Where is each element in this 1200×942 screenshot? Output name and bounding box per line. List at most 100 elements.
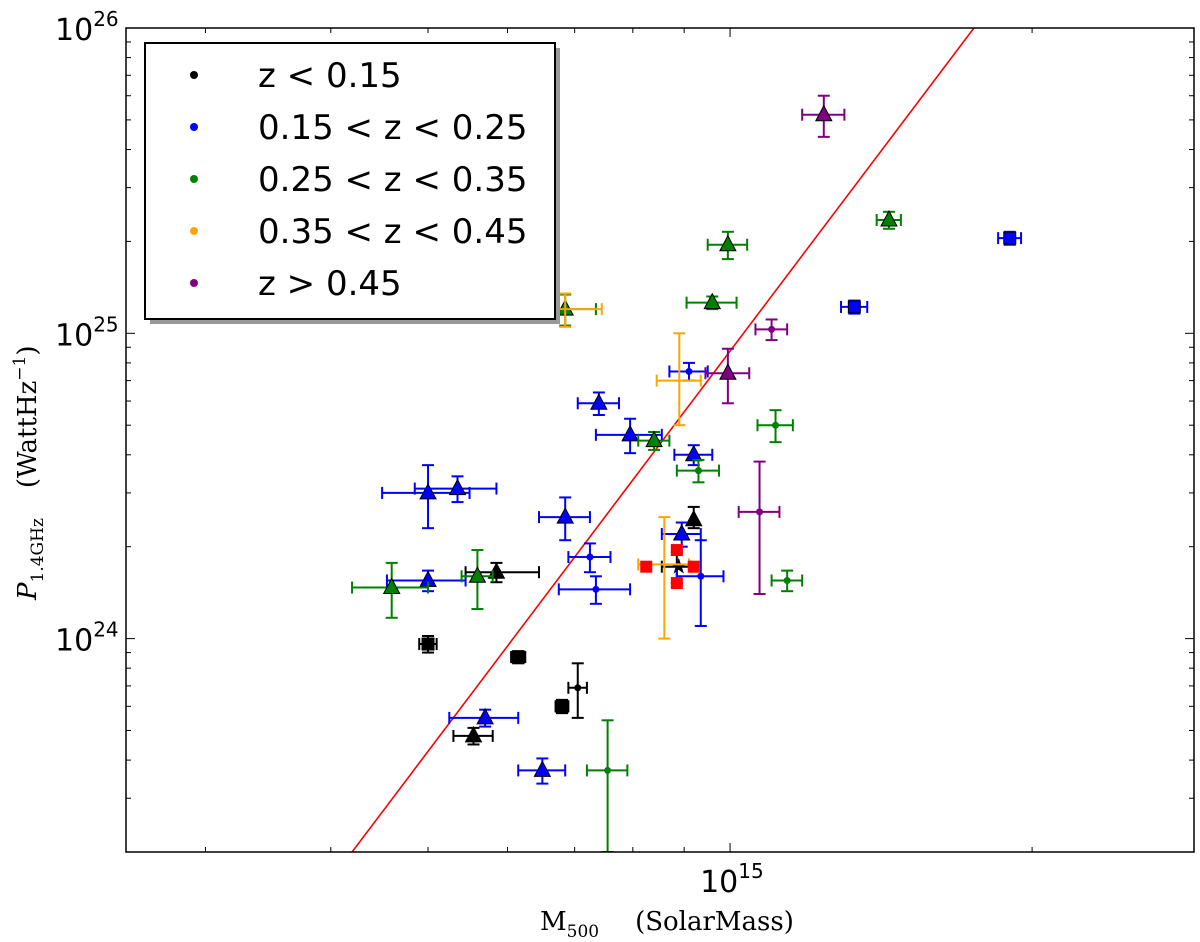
data-point xyxy=(448,707,520,728)
triangle-marker xyxy=(719,234,737,252)
dot-marker xyxy=(604,766,612,774)
data-point xyxy=(875,209,902,230)
axis-ticks xyxy=(126,28,1194,853)
triangle-marker xyxy=(645,430,663,448)
square-marker xyxy=(1003,231,1017,245)
data-point xyxy=(706,230,749,261)
data-point xyxy=(585,719,629,852)
dot-marker xyxy=(694,467,702,475)
triangle-marker xyxy=(556,507,575,524)
triangle-marker xyxy=(684,509,703,527)
highlight-square-marker xyxy=(670,577,683,590)
data-point xyxy=(737,460,781,595)
data-point xyxy=(997,230,1023,246)
data-point xyxy=(381,464,471,530)
triangle-marker xyxy=(590,393,608,410)
data-point xyxy=(510,650,527,665)
legend-marker xyxy=(190,175,198,183)
legend-marker xyxy=(190,123,198,131)
plot-frame xyxy=(125,27,1195,853)
data-point xyxy=(452,725,494,746)
data-point xyxy=(385,569,467,593)
data-point xyxy=(704,347,751,405)
data-point xyxy=(567,542,612,574)
data-point xyxy=(351,561,430,619)
dot-marker xyxy=(756,508,764,516)
data-point xyxy=(594,417,663,455)
triangle-marker xyxy=(814,104,833,122)
triangle-marker xyxy=(464,725,483,743)
legend-marker xyxy=(190,71,198,79)
data-point xyxy=(418,634,438,654)
dot-marker xyxy=(586,553,594,561)
data-point xyxy=(675,539,725,627)
square-marker xyxy=(511,650,525,664)
legend-marker xyxy=(190,227,198,235)
legend-label: 0.25 < z < 0.35 xyxy=(258,160,527,200)
data-point xyxy=(801,94,846,138)
square-marker xyxy=(421,637,435,651)
y-tick-label: 1024 xyxy=(55,618,119,659)
highlight-square-marker xyxy=(687,560,700,573)
legend-label: 0.15 < z < 0.25 xyxy=(258,108,527,148)
legend-box xyxy=(144,42,556,320)
dot-marker xyxy=(685,367,693,375)
x-axis-label: M500 (SolarMass) xyxy=(540,907,794,942)
legend-label: 0.35 < z < 0.45 xyxy=(258,212,527,252)
y-tick-label: 1025 xyxy=(55,312,119,353)
data-point xyxy=(670,544,683,557)
data-point xyxy=(840,299,869,315)
triangle-marker xyxy=(468,566,487,583)
data-point xyxy=(576,391,620,417)
dot-marker xyxy=(592,585,600,593)
data-point xyxy=(640,560,653,573)
triangle-marker xyxy=(476,707,494,725)
data-point xyxy=(673,444,714,467)
data-point xyxy=(687,560,700,573)
data-point xyxy=(554,698,570,715)
dot-marker xyxy=(783,576,791,584)
dot-marker xyxy=(772,421,780,429)
triangle-marker xyxy=(684,444,703,462)
data-point xyxy=(675,458,721,484)
triangle-marker xyxy=(621,424,639,442)
data-point xyxy=(413,475,498,504)
star-marker: ★ xyxy=(669,555,689,580)
data-point xyxy=(655,332,702,427)
highlight-square-marker xyxy=(670,544,683,557)
data-point xyxy=(756,409,794,444)
x-tick-label: 1015 xyxy=(700,859,764,900)
data-points: ★ xyxy=(351,94,1023,852)
data-point xyxy=(517,757,567,785)
triangle-marker xyxy=(419,482,437,500)
triangle-marker xyxy=(448,478,467,496)
data-point xyxy=(557,575,632,605)
legend-label: z < 0.15 xyxy=(258,56,402,96)
data-point xyxy=(668,361,709,382)
triangle-marker xyxy=(672,523,691,541)
data-point xyxy=(670,577,683,590)
triangle-marker xyxy=(719,363,737,380)
legend-marker xyxy=(190,279,198,287)
data-point xyxy=(685,292,738,311)
tick-labels: 1015 1024 1025 1026 xyxy=(55,7,764,900)
triangle-marker xyxy=(533,760,552,777)
data-point xyxy=(567,662,588,719)
highlight-square-marker xyxy=(640,560,653,573)
y-tick-label: 1026 xyxy=(55,7,119,48)
data-point xyxy=(460,549,494,611)
square-marker xyxy=(847,300,861,314)
data-point xyxy=(770,569,804,593)
data-point xyxy=(537,496,591,542)
dot-marker xyxy=(697,572,705,580)
triangle-marker xyxy=(382,577,401,595)
data-point xyxy=(637,430,671,451)
legend-label: z > 0.45 xyxy=(258,264,402,304)
legend: z < 0.15 0.15 < z < 0.25 0.25 < z < 0.35 0.… xyxy=(144,42,560,324)
dot-marker xyxy=(574,684,582,692)
data-point xyxy=(754,318,789,342)
dot-marker xyxy=(768,325,776,333)
triangle-marker xyxy=(703,292,722,310)
y-axis-label: P1.4GHz(WattHz−1) xyxy=(10,345,48,601)
